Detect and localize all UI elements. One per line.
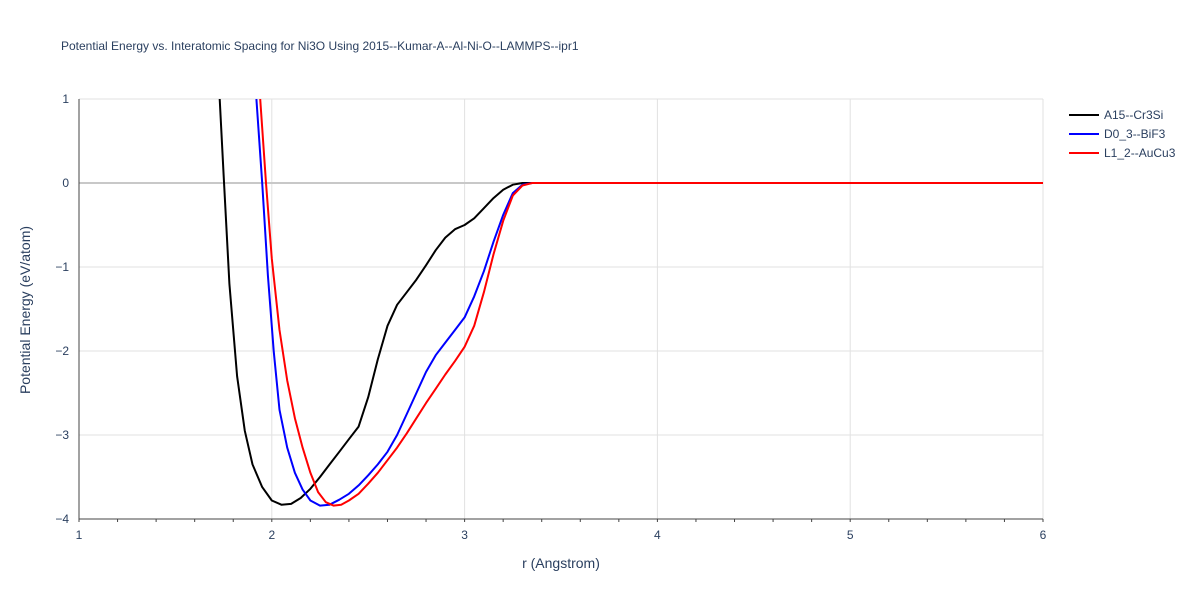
axes (78, 99, 1044, 522)
plot-area (218, 99, 1043, 507)
legend-label: A15--Cr3Si (1104, 108, 1163, 122)
y-tick-labels: 1 0 −1 −2 −3 −4 (55, 92, 69, 526)
legend-label: D0_3--BiF3 (1104, 127, 1166, 141)
chart-title: Potential Energy vs. Interatomic Spacing… (61, 39, 579, 53)
x-tick-label: 5 (847, 528, 854, 542)
y-tick-label: −4 (55, 512, 69, 526)
y-tick-label: −3 (55, 428, 69, 442)
x-tick-label: 3 (461, 528, 468, 542)
legend-label: L1_2--AuCu3 (1104, 146, 1176, 160)
grid (79, 98, 1044, 519)
y-tick-label: 0 (62, 176, 69, 190)
x-tick-label: 1 (76, 528, 83, 542)
series-line-2 (259, 99, 1043, 507)
y-axis-title: Potential Energy (eV/atom) (17, 226, 33, 394)
series-line-1 (255, 99, 1043, 507)
y-tick-label: −1 (55, 260, 69, 274)
x-tick-labels: 1 2 3 4 5 6 (76, 528, 1047, 542)
x-axis-title: r (Angstrom) (522, 555, 600, 571)
x-tick-label: 4 (654, 528, 661, 542)
y-tick-label: −2 (55, 344, 69, 358)
x-tick-label: 6 (1040, 528, 1047, 542)
x-tick-label: 2 (268, 528, 275, 542)
y-tick-label: 1 (62, 92, 69, 106)
legend: A15--Cr3Si D0_3--BiF3 L1_2--AuCu3 (1069, 108, 1176, 160)
series-line-0 (218, 99, 1043, 506)
